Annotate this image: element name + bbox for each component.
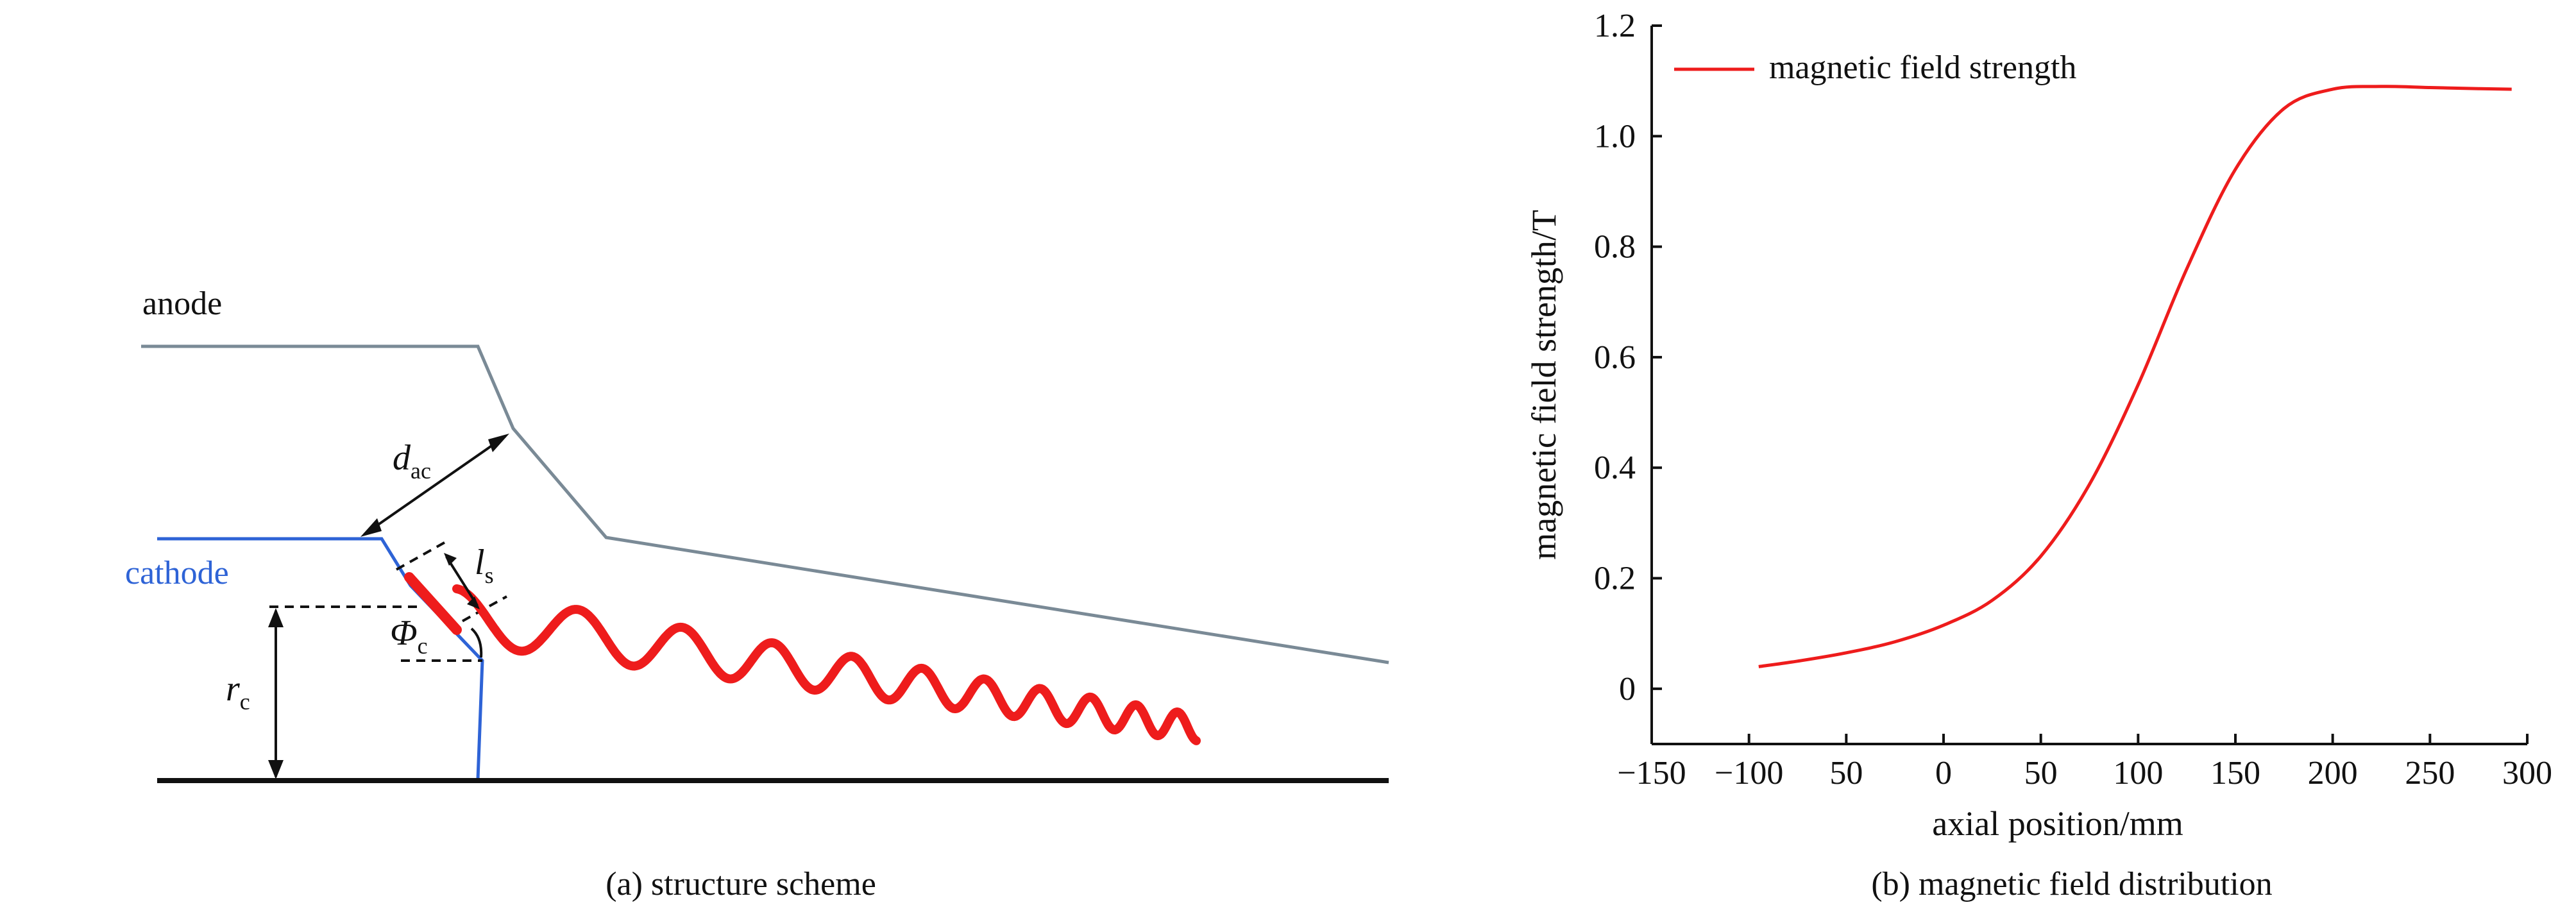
y-tick-label: 0.6 bbox=[1594, 339, 1636, 376]
rc-arrowhead-2 bbox=[268, 760, 284, 779]
x-tick-label: 300 bbox=[2502, 755, 2552, 791]
magnetic-field-chart: 0 0.2 0.4 0.6 0.8 1.0 1.2 −150 −100 50 0 50 100 150 2… bbox=[1525, 8, 2552, 902]
structure-scheme-panel: anode cathode dac ls Φc rc (a) structure… bbox=[125, 285, 1389, 902]
anode-label: anode bbox=[142, 285, 222, 322]
cathode-label: cathode bbox=[125, 555, 229, 591]
ls-label: ls bbox=[475, 543, 494, 588]
legend-label: magnetic field strength bbox=[1769, 49, 2076, 86]
phi-angle-arc bbox=[470, 627, 483, 658]
rc-label: rc bbox=[226, 669, 250, 715]
dac-label: dac bbox=[393, 438, 431, 484]
x-tick-label: 250 bbox=[2405, 755, 2455, 791]
y-tick-label: 1.0 bbox=[1594, 118, 1636, 155]
y-tick-label: 0.2 bbox=[1594, 561, 1636, 597]
dac-arrowhead-2 bbox=[488, 434, 509, 452]
x-tick-label: −150 bbox=[1617, 755, 1686, 791]
y-axis-title: magnetic field strength/T bbox=[1525, 210, 1563, 560]
x-tick-label: 100 bbox=[2113, 755, 2163, 791]
ls-symbol: l bbox=[475, 543, 485, 582]
x-axis-title: axial position/mm bbox=[1932, 804, 2183, 843]
chart-caption: (b) magnetic field distribution bbox=[1871, 866, 2272, 902]
anode-outline bbox=[141, 344, 1389, 664]
ls-arrowhead-2 bbox=[467, 596, 480, 609]
x-tick-label: 0 bbox=[1935, 755, 1952, 791]
x-tick-label: 200 bbox=[2308, 755, 2358, 791]
ls-arrow bbox=[445, 555, 479, 607]
ls-subscript: s bbox=[485, 562, 494, 588]
y-tick-label: 1.2 bbox=[1594, 8, 1636, 44]
y-tick-label: 0 bbox=[1619, 671, 1636, 707]
scheme-caption: (a) structure scheme bbox=[606, 866, 876, 902]
y-tick-label: 0.4 bbox=[1594, 450, 1636, 486]
x-tick-label: 150 bbox=[2210, 755, 2260, 791]
ls-arrowhead-1 bbox=[444, 553, 457, 566]
x-tick-label: 50 bbox=[1829, 755, 1863, 791]
emission-surface bbox=[404, 572, 462, 635]
y-tick-label: 0.8 bbox=[1594, 229, 1636, 266]
dac-arrow bbox=[363, 435, 507, 536]
x-tick-label: −100 bbox=[1715, 755, 1783, 791]
chart-legend: magnetic field strength bbox=[1674, 49, 2076, 86]
rc-arrowhead-1 bbox=[268, 608, 284, 627]
electron-trajectory bbox=[452, 584, 1201, 745]
dashed-line-3 bbox=[396, 539, 450, 571]
x-tick-label: 50 bbox=[2024, 755, 2058, 791]
rc-symbol: r bbox=[226, 669, 240, 709]
phi-subscript: c bbox=[418, 633, 428, 659]
dac-arrowhead-1 bbox=[360, 518, 382, 537]
dac-subscript: ac bbox=[411, 458, 431, 484]
x-ticks: −150 −100 50 0 50 100 150 200 250 300 bbox=[1617, 734, 2552, 791]
y-ticks: 0 0.2 0.4 0.6 0.8 1.0 1.2 bbox=[1594, 8, 1662, 707]
phi-label: Φc bbox=[390, 613, 428, 659]
rc-subscript: c bbox=[240, 689, 250, 715]
phi-symbol: Φ bbox=[390, 613, 418, 653]
magnetic-field-curve bbox=[1758, 85, 2512, 668]
dac-symbol: d bbox=[393, 438, 411, 478]
